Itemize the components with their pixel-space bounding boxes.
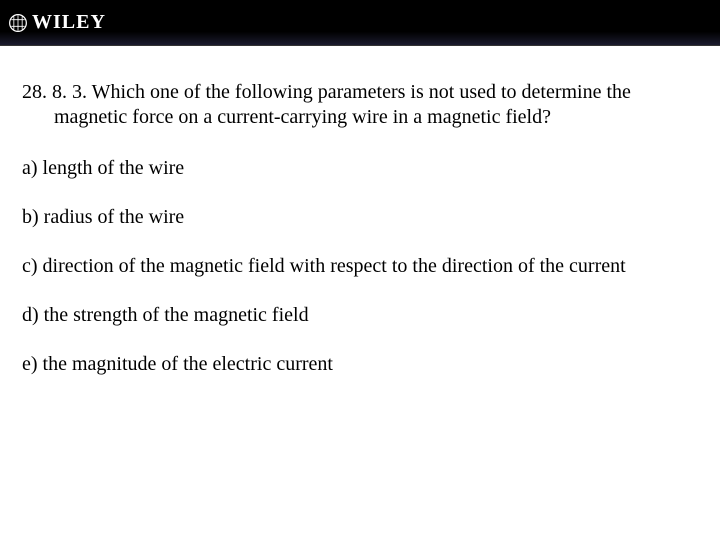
- option-d: d) the strength of the magnetic field: [22, 303, 698, 328]
- option-label: a): [22, 157, 38, 179]
- option-label: e): [22, 353, 38, 375]
- brand-name: WILEY: [32, 11, 106, 34]
- option-label: d): [22, 304, 39, 326]
- option-c: c) direction of the magnetic field with …: [22, 254, 698, 279]
- slide-content: 28. 8. 3. Which one of the following par…: [0, 46, 720, 377]
- brand-header: WILEY: [0, 0, 720, 46]
- option-text: radius of the wire: [44, 206, 185, 228]
- question-text: Which one of the following parameters is…: [54, 81, 631, 128]
- option-a: a) length of the wire: [22, 156, 698, 181]
- question-number: 28. 8. 3.: [22, 81, 87, 103]
- brand-logo: WILEY: [8, 11, 106, 34]
- option-text: the strength of the magnetic field: [44, 304, 309, 326]
- wiley-logo-icon: [8, 13, 28, 33]
- option-text: direction of the magnetic field with res…: [43, 255, 626, 277]
- option-text: the magnitude of the electric current: [43, 353, 333, 375]
- option-label: b): [22, 206, 39, 228]
- option-e: e) the magnitude of the electric current: [22, 352, 698, 377]
- option-text: length of the wire: [43, 157, 185, 179]
- question-body: 28. 8. 3. Which one of the following par…: [22, 80, 698, 130]
- question-block: 28. 8. 3. Which one of the following par…: [22, 80, 698, 130]
- option-label: c): [22, 255, 38, 277]
- option-b: b) radius of the wire: [22, 205, 698, 230]
